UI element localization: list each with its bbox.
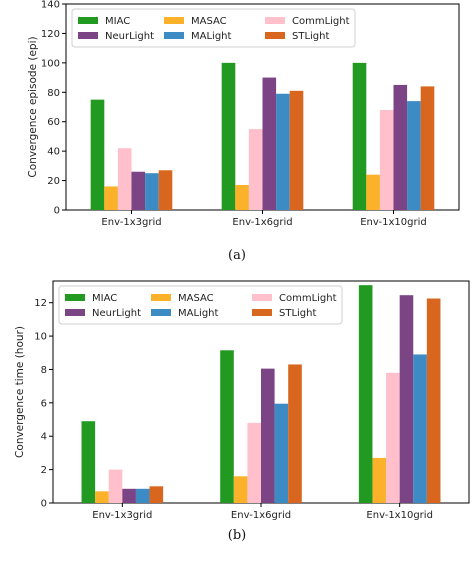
chart1-legend-label-malight: MALight xyxy=(191,31,232,42)
chart2-ytick-label: 8 xyxy=(41,365,47,376)
chart1-bar-stlight-env-1x3grid xyxy=(158,170,173,210)
chart2-bar-masac-env-1x6grid xyxy=(233,476,248,503)
chart1-bar-miac-env-1x6grid xyxy=(221,62,236,210)
chart1-bar-miac-env-1x3grid xyxy=(90,99,105,210)
chart2-bar-neurlight-env-1x10grid xyxy=(399,295,414,503)
chart1-ytick-label: 20 xyxy=(47,176,60,187)
chart2-ytick-label: 12 xyxy=(34,298,47,309)
chart2-legend-label-stlight: STLight xyxy=(279,308,316,319)
chart1-ytick-label: 100 xyxy=(41,58,60,69)
chart2-ytick-label: 6 xyxy=(41,398,47,409)
chart2-legend-swatch-miac xyxy=(65,294,85,301)
chart2-bar-stlight-env-1x3grid xyxy=(149,486,164,503)
chart2-legend-label-commlight: CommLight xyxy=(279,293,337,304)
chart1-y-axis-label: Convergence episode (epi) xyxy=(27,36,39,177)
caption-a: (a) xyxy=(228,248,246,263)
chart1-ytick-label: 120 xyxy=(41,29,60,40)
chart1-bar-neurlight-env-1x3grid xyxy=(131,171,146,210)
chart1-ytick-label: 140 xyxy=(41,0,60,11)
chart2-bar-commlight-env-1x6grid xyxy=(247,422,261,503)
chart-convergence-episode: 0 20 40 60 80 100 120 140 Convergence episode (e… xyxy=(27,0,460,228)
chart2-legend-swatch-masac xyxy=(151,294,171,301)
chart1-bar-stlight-env-1x10grid xyxy=(420,86,435,210)
chart1-legend-label-stlight: STLight xyxy=(292,31,329,42)
chart2-bar-stlight-env-1x10grid xyxy=(426,298,441,503)
chart1-bar-malight-env-1x10grid xyxy=(407,101,421,210)
chart1-bar-masac-env-1x6grid xyxy=(235,184,249,210)
chart1-bar-masac-env-1x3grid xyxy=(104,186,118,210)
chart2-legend-swatch-malight xyxy=(151,309,171,316)
chart1-legend-label-neurlight: NeurLight xyxy=(105,31,154,42)
chart2-bar-miac-env-1x3grid xyxy=(81,421,96,503)
chart1-legend-label-commlight: CommLight xyxy=(292,16,350,27)
chart2-ytick-label: 10 xyxy=(34,332,47,343)
chart1-ytick-label: 80 xyxy=(47,88,60,99)
chart2-bar-neurlight-env-1x6grid xyxy=(261,368,275,503)
chart2-bar-masac-env-1x10grid xyxy=(372,457,387,503)
chart2-legend-label-miac: MIAC xyxy=(92,293,117,304)
chart2-bar-commlight-env-1x10grid xyxy=(386,372,400,503)
chart1-xtick-label: Env-1x3grid xyxy=(101,217,161,228)
chart-convergence-time: 0 2 4 6 8 10 12 Convergence time (hour) Env-1x3g… xyxy=(14,280,470,521)
chart2-xtick-label: Env-1x6grid xyxy=(231,510,291,521)
chart2-legend-label-malight: MALight xyxy=(178,308,219,319)
chart2-bar-miac-env-1x10grid xyxy=(358,285,373,503)
chart2-y-axis-label: Convergence time (hour) xyxy=(14,326,26,458)
chart2-bar-masac-env-1x3grid xyxy=(95,491,109,503)
chart2-bar-malight-env-1x3grid xyxy=(135,488,150,503)
chart1-ytick-label: 60 xyxy=(47,117,60,128)
chart1-legend-swatch-miac xyxy=(78,17,98,24)
chart2-legend-label-masac: MASAC xyxy=(178,293,214,304)
chart1-legend-swatch-commlight xyxy=(265,17,285,24)
chart2-ytick-label: 2 xyxy=(41,465,47,476)
chart1-bar-malight-env-1x6grid xyxy=(276,93,290,210)
chart2-legend-label-neurlight: NeurLight xyxy=(92,308,141,319)
chart1-bar-miac-env-1x10grid xyxy=(352,62,367,210)
chart1-legend-label-miac: MIAC xyxy=(105,16,130,27)
chart2-bar-miac-env-1x6grid xyxy=(220,350,234,503)
chart1-xtick-label: Env-1x10grid xyxy=(360,217,427,228)
chart1-legend-swatch-stlight xyxy=(265,32,285,39)
chart1-bar-masac-env-1x10grid xyxy=(366,174,380,210)
caption-b: (b) xyxy=(227,528,247,543)
chart1-bar-neurlight-env-1x6grid xyxy=(262,77,277,210)
chart1-bar-malight-env-1x3grid xyxy=(145,173,159,210)
chart1-bar-commlight-env-1x3grid xyxy=(117,148,132,210)
chart1-xtick-label: Env-1x6grid xyxy=(232,217,292,228)
chart2-bar-commlight-env-1x3grid xyxy=(108,469,123,503)
chart2-legend-swatch-commlight xyxy=(252,294,272,301)
chart1-ytick-label: 40 xyxy=(47,147,60,158)
chart2-bar-stlight-env-1x6grid xyxy=(288,364,302,503)
chart2-legend-swatch-stlight xyxy=(252,309,272,316)
chart2-ytick-label: 4 xyxy=(41,432,47,443)
chart2-bar-malight-env-1x6grid xyxy=(274,403,289,503)
chart1-legend-swatch-neurlight xyxy=(78,32,98,39)
chart1-bar-stlight-env-1x6grid xyxy=(289,90,304,210)
chart2-bar-neurlight-env-1x3grid xyxy=(122,488,136,503)
chart1-legend-swatch-masac xyxy=(164,17,184,24)
chart2-xtick-label: Env-1x10grid xyxy=(366,510,433,521)
chart1-bar-commlight-env-1x6grid xyxy=(248,129,263,210)
chart1-ytick-label: 0 xyxy=(54,206,60,217)
chart1-legend-swatch-malight xyxy=(164,32,184,39)
chart2-xtick-label: Env-1x3grid xyxy=(92,510,152,521)
chart1-bar-commlight-env-1x10grid xyxy=(379,109,394,210)
chart1-bar-neurlight-env-1x10grid xyxy=(393,84,408,210)
chart1-legend-label-masac: MASAC xyxy=(191,16,227,27)
chart2-bar-malight-env-1x10grid xyxy=(413,354,427,503)
chart2-ytick-label: 0 xyxy=(41,499,47,510)
chart2-legend-swatch-neurlight xyxy=(65,309,85,316)
